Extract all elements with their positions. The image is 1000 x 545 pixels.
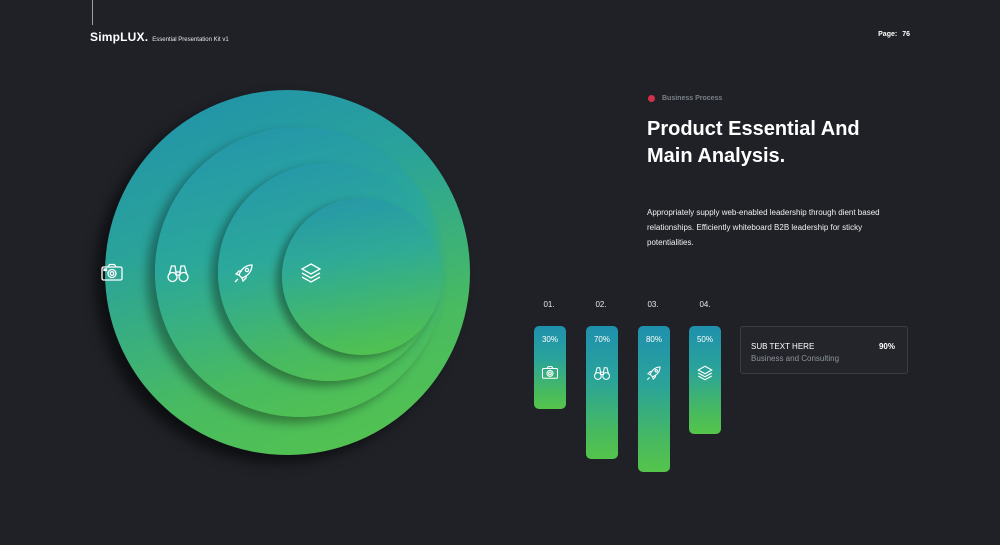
page-number: 76 xyxy=(902,31,910,38)
brand-name: SimpLUX. xyxy=(90,30,149,44)
outer-circle xyxy=(105,90,470,455)
bar-percent-1: 30% xyxy=(541,335,558,344)
card-heading: SUB TEXT HERE xyxy=(751,342,815,351)
progress-bar-2: 70% xyxy=(586,326,618,459)
section-title: Product Essential And Main Analysis. xyxy=(647,116,907,170)
card-subtext: Business and Consulting xyxy=(751,354,840,363)
title-line-1: Product Essential And xyxy=(647,118,860,140)
tag-text: Business Process xyxy=(662,95,723,102)
title-line-2: Main Analysis. xyxy=(647,145,786,167)
section-tag: Business Process xyxy=(648,95,722,102)
bar-number-1: 01. xyxy=(543,300,555,309)
bar-percent-4: 50% xyxy=(696,335,713,344)
bar-number-2: 02. xyxy=(595,300,607,309)
bar-number-3: 03. xyxy=(647,300,659,309)
brand-kit-label: Essential Presentation Kit v1 xyxy=(152,37,229,43)
rocket-icon xyxy=(232,261,256,285)
layers-icon xyxy=(299,261,323,285)
section-description: Appropriately supply web-enabled leaders… xyxy=(647,208,880,247)
page-label: Page: xyxy=(878,31,898,38)
layers-icon xyxy=(696,364,714,382)
brand: SimpLUX. Essential Presentation Kit v1 xyxy=(90,30,229,44)
bar-percent-3: 80% xyxy=(645,335,662,344)
progress-bar-1: 30% xyxy=(534,326,566,409)
binoculars-icon xyxy=(166,261,190,285)
page-indicator: Page: 76 xyxy=(878,31,910,38)
camera-icon xyxy=(100,261,124,285)
card-value: 90% xyxy=(878,342,895,351)
binoculars-icon xyxy=(593,364,611,382)
top-divider-line xyxy=(92,0,93,25)
summary-card: SUB TEXT HERE Business and Consulting 90… xyxy=(740,326,908,374)
bar-percent-2: 70% xyxy=(593,335,610,344)
rocket-icon xyxy=(645,364,663,382)
progress-bar-4: 50% xyxy=(689,326,721,434)
camera-icon xyxy=(541,364,559,382)
progress-bar-3: 80% xyxy=(638,326,670,472)
bar-number-4: 04. xyxy=(699,300,711,309)
tag-dot xyxy=(648,95,655,102)
